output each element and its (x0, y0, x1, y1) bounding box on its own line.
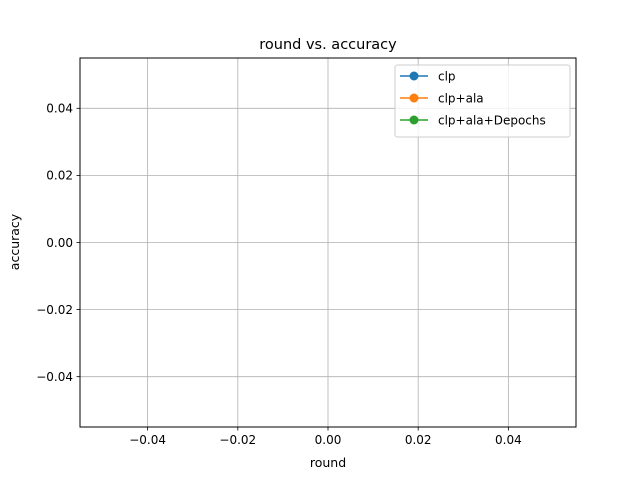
legend-marker (409, 93, 419, 103)
y-axis-label: accuracy (7, 213, 22, 270)
y-tick-label: 0.00 (46, 236, 73, 250)
x-axis-label: round (310, 455, 346, 470)
legend-label: clp+ala (438, 92, 484, 106)
y-tick-label: 0.04 (46, 102, 73, 116)
x-tick-label: −0.04 (129, 433, 166, 447)
x-axis-ticks: −0.04 −0.02 0.00 0.02 0.04 (129, 427, 522, 447)
y-tick-label: −0.04 (36, 370, 73, 384)
legend-marker (409, 71, 419, 81)
y-tick-label: 0.02 (46, 169, 73, 183)
x-tick-label: 0.04 (495, 433, 522, 447)
legend: clp clp+ala clp+ala+Depochs (394, 64, 571, 138)
y-axis-ticks: −0.04 −0.02 0.00 0.02 0.04 (36, 102, 80, 384)
x-tick-label: 0.00 (315, 433, 342, 447)
x-tick-label: −0.02 (219, 433, 256, 447)
legend-label: clp+ala+Depochs (438, 114, 546, 128)
legend-box (394, 64, 571, 138)
y-tick-label: −0.02 (36, 303, 73, 317)
chart-title: round vs. accuracy (259, 37, 397, 53)
x-tick-label: 0.02 (405, 433, 432, 447)
legend-marker (409, 115, 419, 125)
legend-label: clp (438, 70, 456, 84)
